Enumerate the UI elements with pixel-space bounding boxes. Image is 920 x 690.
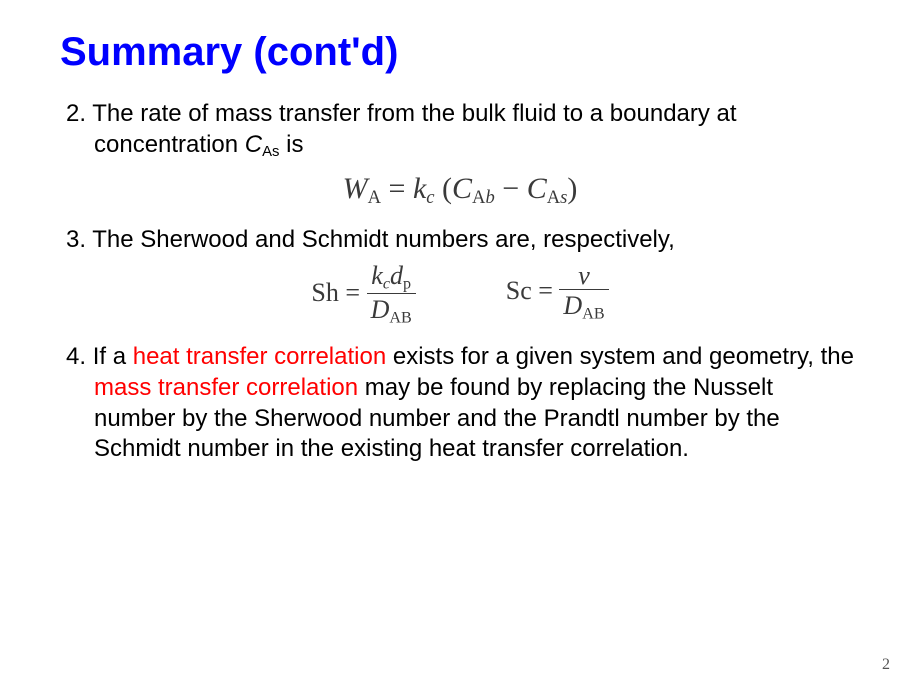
sh-fraction: kcdp DAB <box>367 262 416 328</box>
bullet-4-text-a: If a <box>93 343 133 370</box>
sh-den-D: D <box>371 295 390 324</box>
bullet-2: 2. The rate of mass transfer from the bu… <box>60 99 860 162</box>
eq1-equals: = <box>381 172 413 205</box>
sh-num-k: k <box>371 261 383 290</box>
sh-equals: = <box>339 278 367 307</box>
sh-num-k-sub: c <box>383 275 390 292</box>
slide: Summary (cont'd) 2. The rate of mass tra… <box>0 0 920 690</box>
page-number: 2 <box>882 656 890 674</box>
equation-wa: WA = kc (CAb − CAs) <box>60 172 860 209</box>
eq1-CAb: C <box>452 172 472 205</box>
bullet-4: 4. If a heat transfer correlation exists… <box>60 342 860 465</box>
equation-row: Sh = kcdp DAB Sc = v DAB <box>60 262 860 328</box>
bullet-3-number: 3. <box>66 226 92 253</box>
sc-num: v <box>559 262 608 290</box>
equation-sc: Sc = v DAB <box>506 262 609 328</box>
eq1-rparen: ) <box>567 172 577 205</box>
equation-sh: Sh = kcdp DAB <box>311 262 415 328</box>
eq1-k: k <box>413 172 426 205</box>
bullet-2-var-sub: As <box>262 144 279 160</box>
sc-equals: = <box>532 276 560 305</box>
slide-title: Summary (cont'd) <box>60 30 860 75</box>
sc-den: DAB <box>559 290 608 324</box>
eq1-W-sub: A <box>368 187 381 208</box>
sc-num-v: v <box>578 261 590 290</box>
bullet-3-text: The Sherwood and Schmidt numbers are, re… <box>92 226 675 253</box>
sc-label: Sc <box>506 276 532 305</box>
eq1-minus: − <box>495 172 527 205</box>
sh-den-D-sub: AB <box>389 310 411 327</box>
bullet-2-number: 2. <box>66 100 92 127</box>
sh-num: kcdp <box>367 262 416 294</box>
eq1-CAb-sub: Ab <box>472 187 495 208</box>
sh-num-d: d <box>390 261 403 290</box>
bullet-4-number: 4. <box>66 343 93 370</box>
bullet-2-var: C <box>245 131 262 158</box>
bullet-4-hl-b: mass transfer correlation <box>94 374 358 401</box>
bullet-2-text-a: The rate of mass transfer from the bulk … <box>92 100 736 158</box>
sc-den-D: D <box>563 291 582 320</box>
sh-den: DAB <box>367 294 416 328</box>
sc-fraction: v DAB <box>559 262 608 324</box>
bullet-2-text-b: is <box>279 131 303 158</box>
sc-den-D-sub: AB <box>582 306 604 323</box>
eq1-CAs-sub: As <box>547 187 568 208</box>
bullet-4-hl-a: heat transfer correlation <box>133 343 386 370</box>
bullet-3: 3. The Sherwood and Schmidt numbers are,… <box>60 225 860 256</box>
eq1-W: W <box>343 172 368 205</box>
eq1-CAs: C <box>527 172 547 205</box>
sh-label: Sh <box>311 278 338 307</box>
eq1-lparen: ( <box>435 172 453 205</box>
eq1-k-sub: c <box>426 187 434 208</box>
sh-num-d-sub: p <box>403 275 411 292</box>
bullet-4-text-b: exists for a given system and geometry, … <box>386 343 854 370</box>
